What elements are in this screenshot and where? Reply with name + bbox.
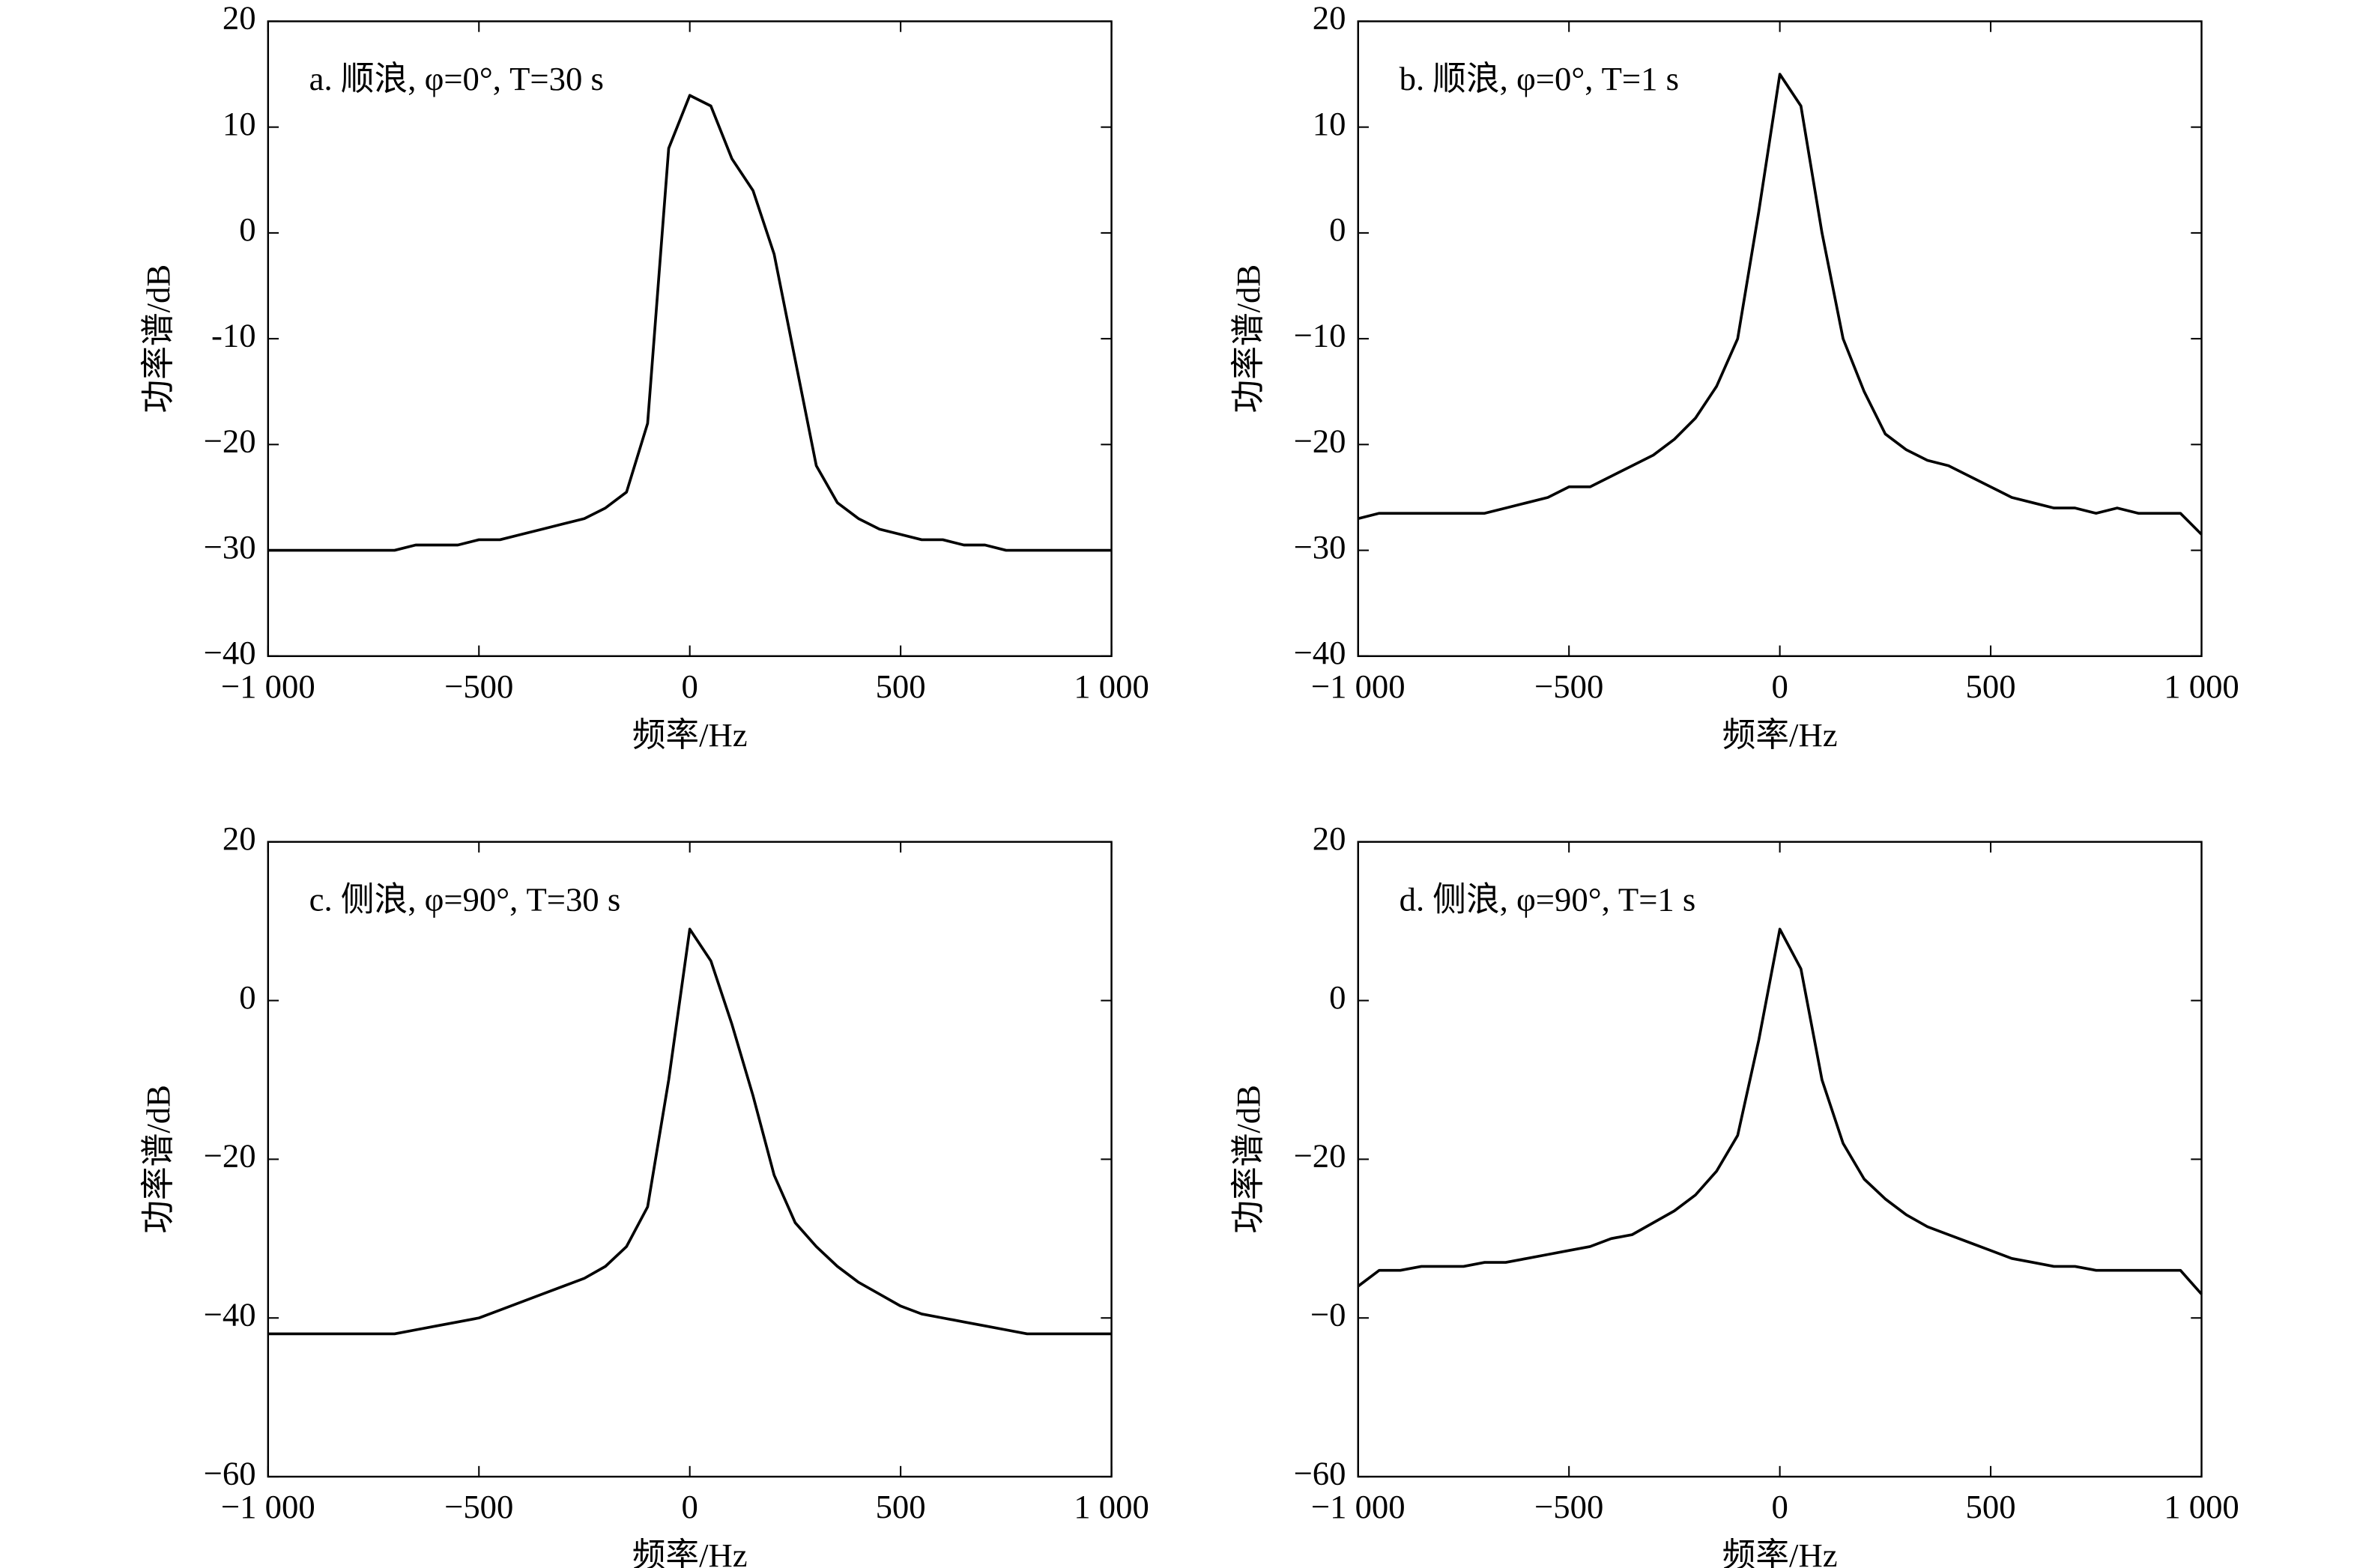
y-axis-label: 功率谱/dB (1229, 264, 1267, 414)
y-tick-label: −60 (204, 1454, 256, 1492)
x-tick-label: 0 (1771, 1488, 1788, 1525)
x-tick-label: 500 (1966, 668, 2016, 705)
x-axis-label: 频率/Hz (632, 716, 748, 754)
y-tick-label: 20 (1313, 0, 1346, 37)
x-tick-label: −1 000 (1311, 1488, 1406, 1525)
spectrum-line (1357, 927, 2203, 1295)
y-tick-label: −40 (204, 634, 256, 671)
spectrum-line (1358, 73, 2203, 536)
x-tick-label: 1 000 (1074, 1488, 1149, 1525)
plot-frame (267, 20, 1113, 658)
x-tick-label: 500 (876, 668, 926, 705)
x-axis-label: 频率/Hz (1722, 716, 1838, 754)
x-tick-label: −500 (444, 668, 513, 705)
x-axis-label: 频率/Hz (632, 1537, 748, 1568)
y-tick-label: 20 (1313, 820, 1346, 857)
y-axis-label: 功率谱/dB (139, 264, 177, 414)
y-tick-label: −10 (1294, 316, 1346, 354)
y-tick-label: 0 (239, 978, 255, 1016)
x-axis-label: 频率/Hz (1722, 1537, 1838, 1568)
x-tick-label: −1 000 (1311, 668, 1406, 705)
y-tick-label: 20 (223, 820, 256, 857)
y-tick-label: −20 (204, 423, 256, 460)
x-tick-label: 500 (876, 1488, 926, 1525)
x-tick-label: 500 (1966, 1488, 2016, 1525)
y-axis-label: 功率谱/dB (1229, 1085, 1267, 1234)
x-tick-label: −1 000 (221, 1488, 315, 1525)
annotation: a. 顺浪, φ=0°, T=30 s (309, 60, 604, 97)
annotation: b. 顺浪, φ=0°, T=1 s (1400, 60, 1679, 97)
y-tick-label: −60 (1294, 1454, 1346, 1492)
y-tick-label: −0 (1310, 1296, 1346, 1334)
y-tick-label: 0 (1329, 978, 1346, 1016)
x-tick-label: 1 000 (1074, 668, 1149, 705)
x-tick-label: −500 (444, 1488, 513, 1525)
y-tick-label: −30 (204, 528, 256, 566)
y-tick-label: −20 (1294, 1137, 1346, 1175)
y-tick-label: -10 (211, 316, 256, 354)
spectrum-line (267, 927, 1112, 1336)
annotation: c. 侧浪, φ=90°, T=30 s (309, 880, 621, 918)
x-tick-label: −500 (1534, 1488, 1603, 1525)
y-tick-label: 0 (239, 211, 255, 248)
y-tick-label: −20 (1294, 423, 1346, 460)
x-tick-label: 0 (682, 668, 698, 705)
x-tick-label: 0 (1771, 668, 1788, 705)
x-tick-label: −1 000 (221, 668, 315, 705)
y-tick-label: 10 (223, 105, 256, 142)
x-tick-label: 1 000 (2164, 1488, 2239, 1525)
y-tick-label: −30 (1294, 528, 1346, 566)
plot-frame (1357, 841, 2203, 1478)
spectrum-line (267, 94, 1112, 552)
y-tick-label: 20 (223, 0, 256, 37)
x-tick-label: 0 (682, 1488, 698, 1525)
y-tick-label: 0 (1329, 211, 1346, 248)
plot-frame (1357, 20, 2203, 658)
x-tick-label: −500 (1534, 668, 1603, 705)
y-tick-label: −40 (204, 1296, 256, 1334)
y-tick-label: −40 (1294, 634, 1346, 671)
annotation: d. 侧浪, φ=90°, T=1 s (1400, 880, 1696, 918)
y-tick-label: −20 (204, 1137, 256, 1175)
y-tick-label: 10 (1313, 105, 1346, 142)
y-axis-label: 功率谱/dB (139, 1085, 177, 1234)
x-tick-label: 1 000 (2164, 668, 2239, 705)
